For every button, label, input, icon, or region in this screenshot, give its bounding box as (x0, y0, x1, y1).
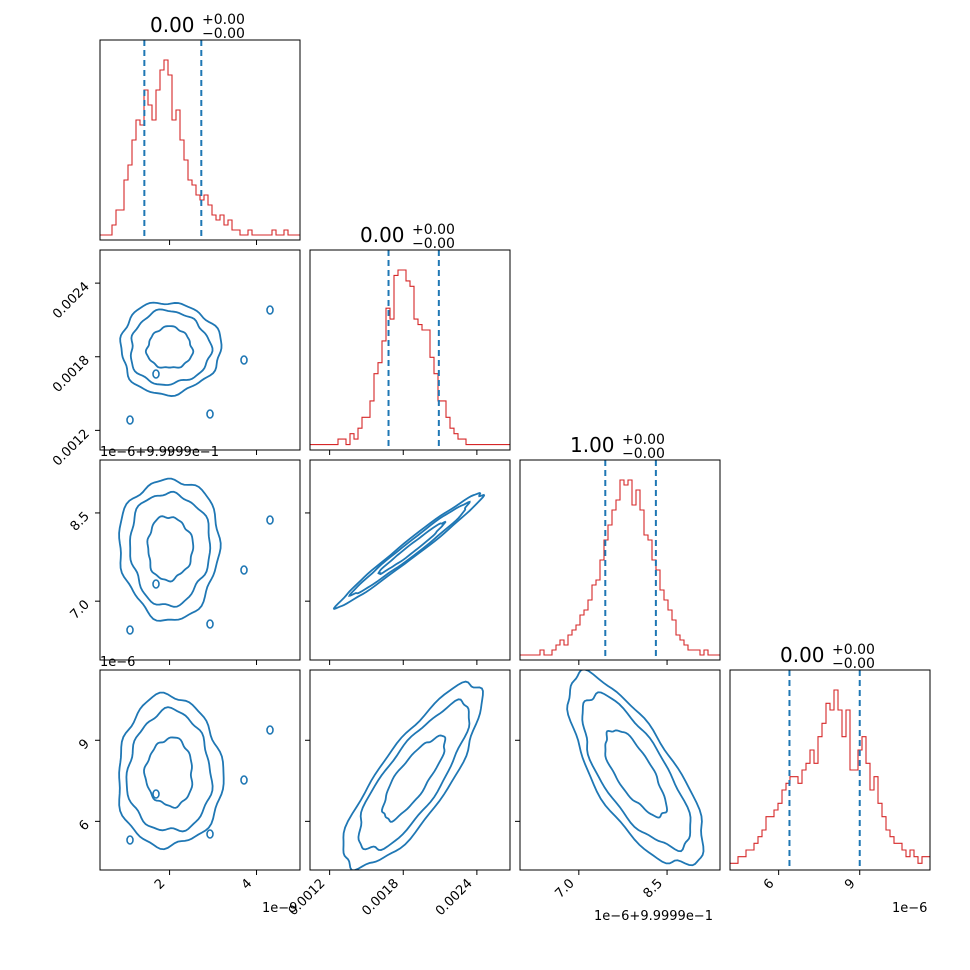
contour-island-2-0-4 (266, 515, 274, 525)
contour-level-3-2-2 (566, 670, 705, 867)
contour-group-3-2 (566, 670, 705, 867)
y-tick-label-3-1: 9 (76, 736, 92, 752)
contour-island-1-0-4 (266, 305, 274, 315)
contour-island-2-0-2 (206, 619, 214, 629)
contour-group-3-1 (342, 680, 484, 870)
panel-frame-1-1 (309, 249, 511, 451)
panel-frame-2-1 (309, 459, 511, 661)
panel-title-plus-1: +0.00 (412, 222, 455, 238)
contour-island-1-0-2 (206, 409, 214, 419)
contour-panel-2-1 (309, 459, 511, 661)
panel-frame-1-0 (99, 249, 301, 451)
x-axis-offset-label-3: 1e−6 (892, 901, 927, 916)
contour-level-3-1-0 (381, 734, 447, 823)
histogram-panel-3: 0.00 +0.00−0.00 (729, 642, 931, 871)
panel-frame-2-0 (99, 459, 301, 661)
contour-island-3-0-0 (152, 789, 160, 799)
contour-group-3-0 (118, 691, 274, 851)
contour-island-3-0-3 (126, 835, 134, 845)
y-tick-label-2-1: 8.5 (68, 509, 93, 534)
contour-island-2-0-3 (126, 625, 134, 635)
histogram-panel-2: 1.00 +0.00−0.00 (519, 432, 721, 661)
panel-title-0: 0.00 (150, 13, 195, 37)
panel-frame-3-1 (309, 669, 511, 871)
contour-level-2-1-1 (347, 500, 471, 597)
contour-level-3-1-1 (357, 698, 471, 851)
histogram-step-2 (520, 479, 720, 656)
contour-panel-2-0 (99, 459, 301, 661)
x-axis-offset-label-2: 1e−6+9.9999e−1 (594, 909, 713, 924)
panel-frame-0-0 (99, 39, 301, 241)
contour-island-2-0-1 (240, 565, 248, 575)
y-tick-label-1-1: 0.0018 (50, 353, 93, 396)
histogram-step-3 (730, 689, 930, 864)
panel-frame-2-2 (519, 459, 721, 661)
contour-island-3-0-1 (240, 775, 248, 785)
x-axis-offset-label-0: 1e−9 (262, 901, 297, 916)
panel-title-minus-0: −0.00 (202, 26, 245, 42)
contour-island-3-0-4 (266, 725, 274, 735)
y-tick-label-1-0: 0.0012 (50, 427, 93, 470)
contour-level-1-0-1 (129, 308, 214, 386)
x-tick-label-0-1: 4 (239, 876, 255, 892)
x-tick-label-0-0: 2 (152, 876, 168, 892)
histogram-panel-1: 0.00 +0.00−0.00 (309, 222, 511, 451)
contour-level-2-0-1 (129, 490, 212, 608)
contour-level-3-0-2 (118, 691, 225, 851)
contour-island-1-0-0 (152, 369, 160, 379)
contour-level-3-2-1 (581, 691, 692, 853)
panel-title-plus-2: +0.00 (622, 432, 665, 448)
contour-level-1-0-0 (144, 325, 195, 369)
y-axis-offset-label-3: 1e−6 (100, 655, 135, 670)
contour-group-2-0 (118, 477, 274, 635)
contour-level-2-0-0 (146, 515, 195, 583)
panel-title-minus-2: −0.00 (622, 446, 665, 462)
panel-title-1: 0.00 (360, 223, 405, 247)
y-tick-label-3-0: 6 (76, 818, 92, 834)
contour-level-3-2-0 (604, 729, 668, 819)
x-tick-label-2-1: 8.5 (641, 876, 666, 901)
contour-level-1-0-2 (119, 301, 223, 397)
y-tick-label-1-2: 0.0024 (50, 279, 93, 322)
x-tick-label-3-1: 9 (842, 876, 858, 892)
contour-level-3-0-0 (143, 736, 194, 809)
contour-island-3-0-2 (206, 829, 214, 839)
x-tick-label-3-0: 6 (761, 876, 777, 892)
contour-level-3-0-1 (125, 706, 214, 833)
panel-title-plus-3: +0.00 (832, 642, 875, 658)
contour-panel-3-0 (99, 669, 301, 871)
contour-level-3-1-2 (342, 680, 484, 870)
contour-group-1-0 (119, 301, 274, 425)
panel-frame-3-0 (99, 669, 301, 871)
histogram-step-0 (100, 59, 300, 236)
panel-title-2: 1.00 (570, 433, 615, 457)
panel-frame-3-2 (519, 669, 721, 871)
x-tick-label-1-1: 0.0018 (359, 876, 402, 919)
panel-title-plus-0: +0.00 (202, 12, 245, 28)
contour-level-2-1-2 (332, 492, 486, 610)
x-tick-label-2-0: 7.0 (552, 876, 577, 901)
panel-title-minus-1: −0.00 (412, 236, 455, 252)
contour-level-2-1-0 (377, 520, 447, 576)
panel-frame-3-3 (729, 669, 931, 871)
histogram-panel-0: 0.00 +0.00−0.00 (99, 12, 301, 241)
y-axis-offset-label-2: 1e−6+9.9999e−1 (100, 445, 219, 460)
contour-island-2-0-0 (152, 579, 160, 589)
contour-level-2-0-2 (118, 477, 222, 622)
contour-panel-3-2 (519, 669, 721, 871)
panel-title-minus-3: −0.00 (832, 656, 875, 672)
y-tick-label-2-0: 7.0 (68, 597, 93, 622)
contour-island-1-0-1 (240, 355, 248, 365)
contour-panel-1-0 (99, 249, 301, 451)
contour-panel-3-1 (309, 669, 511, 871)
contour-group-2-1 (332, 492, 486, 610)
contour-island-1-0-3 (126, 415, 134, 425)
panel-title-3: 0.00 (780, 643, 825, 667)
histogram-step-1 (310, 269, 510, 446)
x-tick-label-1-2: 0.0024 (433, 876, 476, 919)
